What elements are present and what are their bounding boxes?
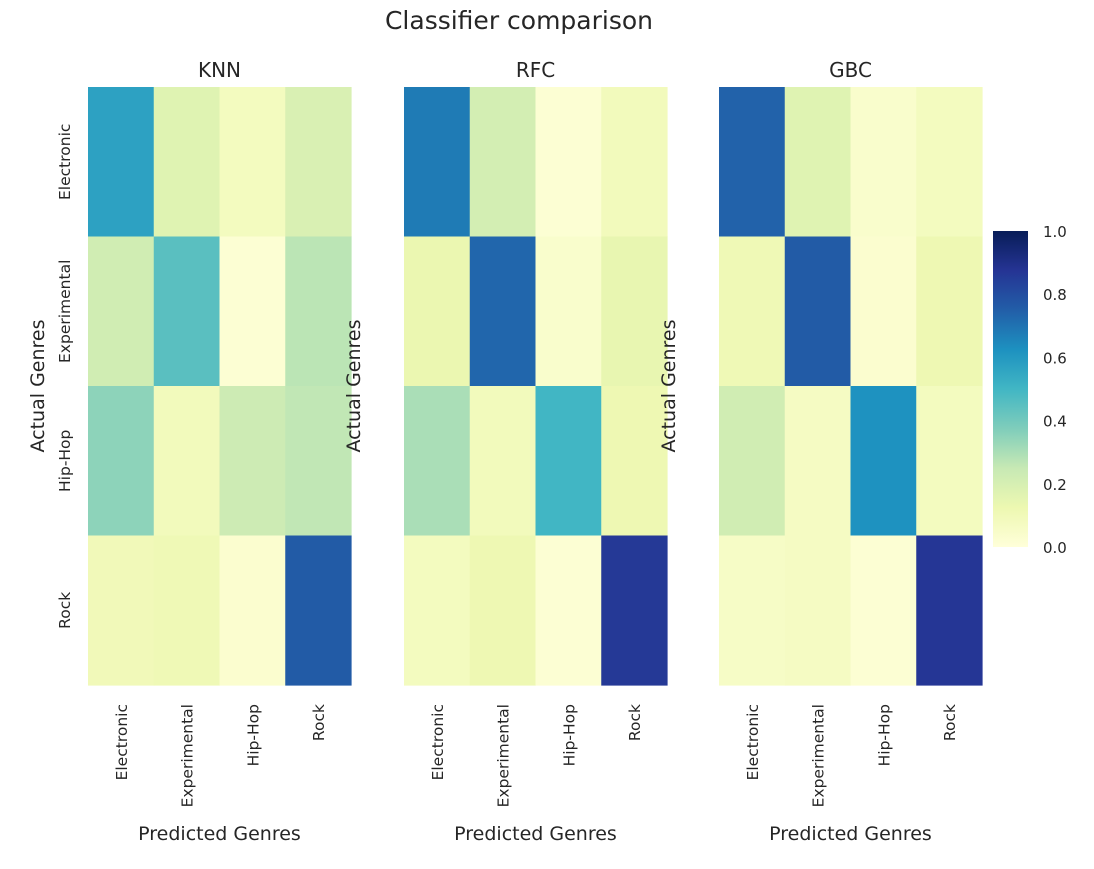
heatmap-cell xyxy=(469,87,537,238)
heatmap-cell xyxy=(916,535,983,686)
heatmap-cell xyxy=(535,236,602,387)
heatmap-cell xyxy=(601,236,668,387)
heatmap-cell xyxy=(285,535,352,686)
heatmap-cell xyxy=(916,236,983,387)
heatmap-cell xyxy=(719,386,786,537)
heatmap-cell xyxy=(719,87,786,238)
heatmap-cell xyxy=(719,535,786,686)
heatmap-cell xyxy=(469,236,537,387)
heatmap-cell xyxy=(916,87,983,238)
heatmap-cell xyxy=(285,87,352,238)
x-tick-label: Hip-Hop xyxy=(875,704,893,766)
y-tick-label: Experimental xyxy=(56,260,74,363)
colorbar: 0.0 0.2 0.4 0.6 0.8 1.0 xyxy=(993,223,1067,557)
heatmap-cell xyxy=(784,236,852,387)
x-tick-label: Experimental xyxy=(179,704,197,807)
colorbar-tick-label: 0.6 xyxy=(1043,349,1067,367)
panel-title: RFC xyxy=(516,58,555,82)
heatmap-panel-rfc: RFC Electronic Experimental Hip-Hop Rock Pred… xyxy=(343,58,668,845)
x-tick-label: Electronic xyxy=(744,704,762,780)
y-axis-label: Actual Genres xyxy=(27,320,49,453)
x-axis-label: Predicted Genres xyxy=(454,823,617,845)
heatmap-cell xyxy=(153,535,221,686)
chart-title: Classifier comparison xyxy=(385,6,653,35)
x-tick-label: Hip-Hop xyxy=(560,704,578,766)
x-tick-label: Rock xyxy=(626,704,644,741)
heatmap-cell xyxy=(601,535,668,686)
y-tick-label: Rock xyxy=(56,592,74,629)
heatmap-cell xyxy=(535,87,602,238)
x-axis-label: Predicted Genres xyxy=(769,823,932,845)
heatmap-cell xyxy=(469,386,537,537)
panel-title: GBC xyxy=(829,58,872,82)
y-axis-label: Actual Genres xyxy=(343,320,365,453)
heatmap-cell xyxy=(784,386,852,537)
heatmap-cell xyxy=(219,236,286,387)
panel-title: KNN xyxy=(198,58,241,82)
heatmap-cell xyxy=(850,87,917,238)
heatmap-cell xyxy=(850,535,917,686)
heatmap-cell xyxy=(535,535,602,686)
heatmap-cell xyxy=(153,386,221,537)
heatmap-cell xyxy=(285,236,352,387)
heatmap-cell xyxy=(88,386,155,537)
y-axis-label: Actual Genres xyxy=(658,320,680,453)
heatmap-cell xyxy=(601,386,668,537)
heatmap-cell xyxy=(404,386,471,537)
heatmap-cell xyxy=(404,535,471,686)
x-tick-label: Hip-Hop xyxy=(244,704,262,766)
heatmap-cell xyxy=(285,386,352,537)
heatmap-cell xyxy=(784,87,852,238)
heatmap-cell xyxy=(153,87,221,238)
heatmap-cell xyxy=(88,535,155,686)
heatmap-cell xyxy=(404,87,471,238)
heatmap-cell xyxy=(916,386,983,537)
x-tick-label: Rock xyxy=(310,704,328,741)
y-tick-label: Electronic xyxy=(56,124,74,200)
x-tick-label: Rock xyxy=(941,704,959,741)
heatmap-cell xyxy=(219,535,286,686)
x-tick-label: Experimental xyxy=(810,704,828,807)
colorbar-tick-label: 0.4 xyxy=(1043,413,1067,431)
heatmap-cell xyxy=(601,87,668,238)
x-tick-label: Experimental xyxy=(495,704,513,807)
colorbar-tick-label: 1.0 xyxy=(1043,223,1067,241)
heatmap-cell xyxy=(404,236,471,387)
heatmap-panel-knn: KNN Electronic Experimental Hip-Hop Rock Pred… xyxy=(27,58,352,845)
heatmap-cell xyxy=(153,236,221,387)
heatmap-cell xyxy=(719,236,786,387)
heatmap-cell xyxy=(219,87,286,238)
colorbar-tick-label: 0.8 xyxy=(1043,286,1067,304)
x-axis-label: Predicted Genres xyxy=(138,823,301,845)
heatmap-cell xyxy=(850,236,917,387)
x-tick-label: Electronic xyxy=(429,704,447,780)
heatmap-cell xyxy=(850,386,917,537)
colorbar-gradient xyxy=(993,231,1028,547)
x-tick-label: Electronic xyxy=(113,704,131,780)
heatmap-cell xyxy=(784,535,852,686)
heatmap-cell xyxy=(219,386,286,537)
heatmap-cell xyxy=(469,535,537,686)
colorbar-tick-label: 0.0 xyxy=(1043,539,1067,557)
heatmap-panel-gbc: GBC Electronic Experimental Hip-Hop Rock Pred… xyxy=(658,58,983,845)
heatmap-cell xyxy=(88,236,155,387)
y-tick-label: Hip-Hop xyxy=(56,430,74,492)
heatmap-cell xyxy=(88,87,155,238)
heatmap-cell xyxy=(535,386,602,537)
heatmap-panels: KNN Electronic Experimental Hip-Hop Rock Pred… xyxy=(27,58,983,845)
colorbar-tick-label: 0.2 xyxy=(1043,476,1067,494)
